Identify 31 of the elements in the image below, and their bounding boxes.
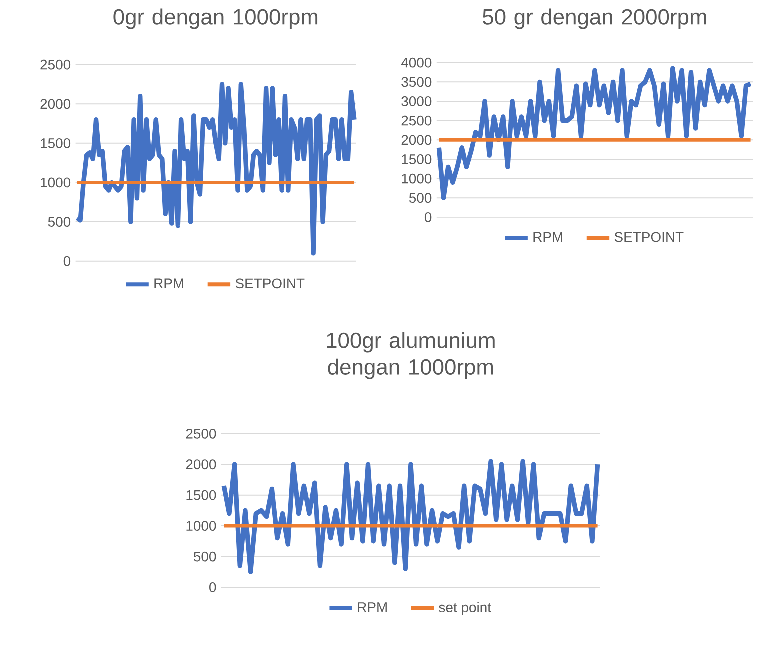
- y-tick-label: 0: [210, 582, 216, 592]
- y-tick-label: 1000: [41, 178, 71, 188]
- chart-title: 100gr alumunium dengan 1000rpm: [327, 332, 495, 380]
- y-tick-label: 3000: [402, 96, 432, 106]
- y-tick-label: 2000: [40, 99, 71, 109]
- line-series: [75, 82, 357, 256]
- y-tick-label: 3500: [402, 77, 432, 87]
- y-tick-label: 500: [194, 552, 216, 562]
- chart-title: 50 gr dengan 2000rpm: [483, 8, 706, 30]
- y-tick-label: 500: [48, 216, 71, 227]
- y-tick-label: 1000: [186, 520, 216, 531]
- y-tick-label: 4000: [401, 58, 432, 68]
- y-tick-label: 1500: [402, 154, 432, 164]
- y-tick-label: 2000: [186, 460, 216, 470]
- chart-title: 0gr dengan 1000rpm: [114, 8, 318, 30]
- y-tick-label: 0: [424, 212, 432, 222]
- y-tick-label: 1500: [41, 138, 71, 148]
- legend-label: SETPOINT: [614, 232, 684, 242]
- legend-label: RPM: [154, 278, 184, 288]
- y-tick-label: 1000: [402, 174, 432, 184]
- y-tick-label: 2500: [402, 116, 432, 126]
- y-tick-label: 2000: [402, 135, 432, 145]
- legend-label: SETPOINT: [236, 278, 305, 288]
- y-tick-label: 0: [64, 256, 71, 266]
- legend-label: set point: [439, 602, 492, 616]
- legend-label: RPM: [358, 602, 387, 612]
- legend-label: RPM: [534, 232, 562, 242]
- y-tick-label: 2500: [186, 428, 216, 439]
- y-tick-label: 500: [409, 193, 432, 203]
- y-tick-label: 2500: [40, 60, 71, 70]
- y-tick-label: 1500: [186, 490, 216, 500]
